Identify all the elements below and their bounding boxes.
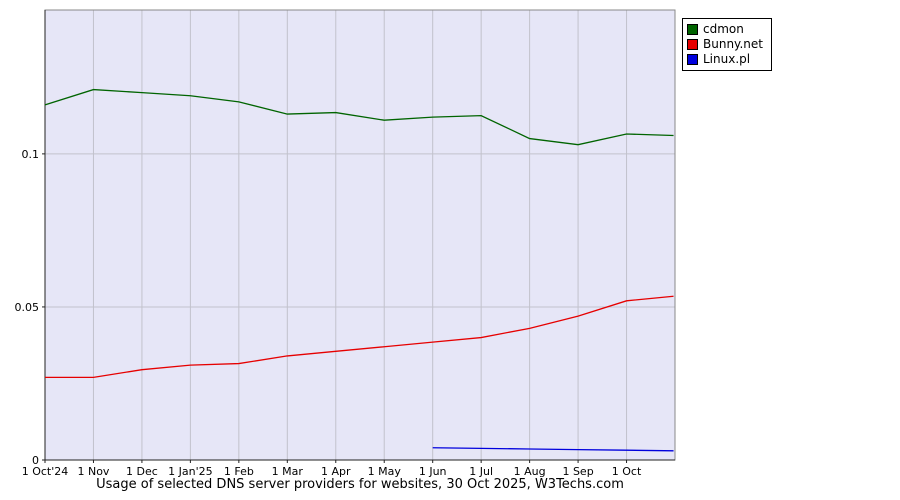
x-tick-label: 1 Mar: [272, 465, 304, 478]
legend-item-bunny-net: Bunny.net: [687, 37, 763, 51]
x-tick-label: 1 Sep: [562, 465, 593, 478]
x-tick-label: 1 Apr: [321, 465, 351, 478]
x-tick-label: 1 Feb: [224, 465, 254, 478]
legend-swatch-bunny-net: [687, 38, 698, 50]
legend-label-cdmon: cdmon: [703, 22, 744, 36]
legend: cdmon Bunny.net Linux.pl: [682, 18, 772, 71]
x-tick-label: 1 Dec: [126, 465, 158, 478]
x-tick-label: 1 Oct'24: [22, 465, 69, 478]
legend-label-bunny-net: Bunny.net: [703, 37, 763, 51]
x-tick-label: 1 May: [368, 465, 402, 478]
x-tick-label: 1 Oct: [612, 465, 642, 478]
y-tick-label: 0.1: [22, 148, 40, 161]
y-tick-label: 0.05: [15, 301, 40, 314]
legend-swatch-cdmon: [687, 23, 698, 35]
chart-title: Usage of selected DNS server providers f…: [96, 477, 624, 492]
y-tick-label: 0: [32, 454, 39, 467]
legend-item-cdmon: cdmon: [687, 22, 763, 36]
x-tick-label: 1 Jul: [469, 465, 493, 478]
x-tick-label: 1 Jun: [419, 465, 447, 478]
legend-item-linux-pl: Linux.pl: [687, 52, 763, 66]
series-line-bunny-net: [45, 295, 674, 378]
x-tick-label: 1 Nov: [77, 465, 109, 478]
x-tick-label: 1 Aug: [514, 465, 546, 478]
x-tick-label: 1 Jan'25: [168, 465, 212, 478]
plot-area: [45, 10, 675, 460]
legend-swatch-linux-pl: [687, 53, 698, 65]
series-line-linux-pl: [432, 447, 674, 452]
series-line-cdmon: [44, 88, 674, 146]
legend-label-linux-pl: Linux.pl: [703, 52, 751, 66]
